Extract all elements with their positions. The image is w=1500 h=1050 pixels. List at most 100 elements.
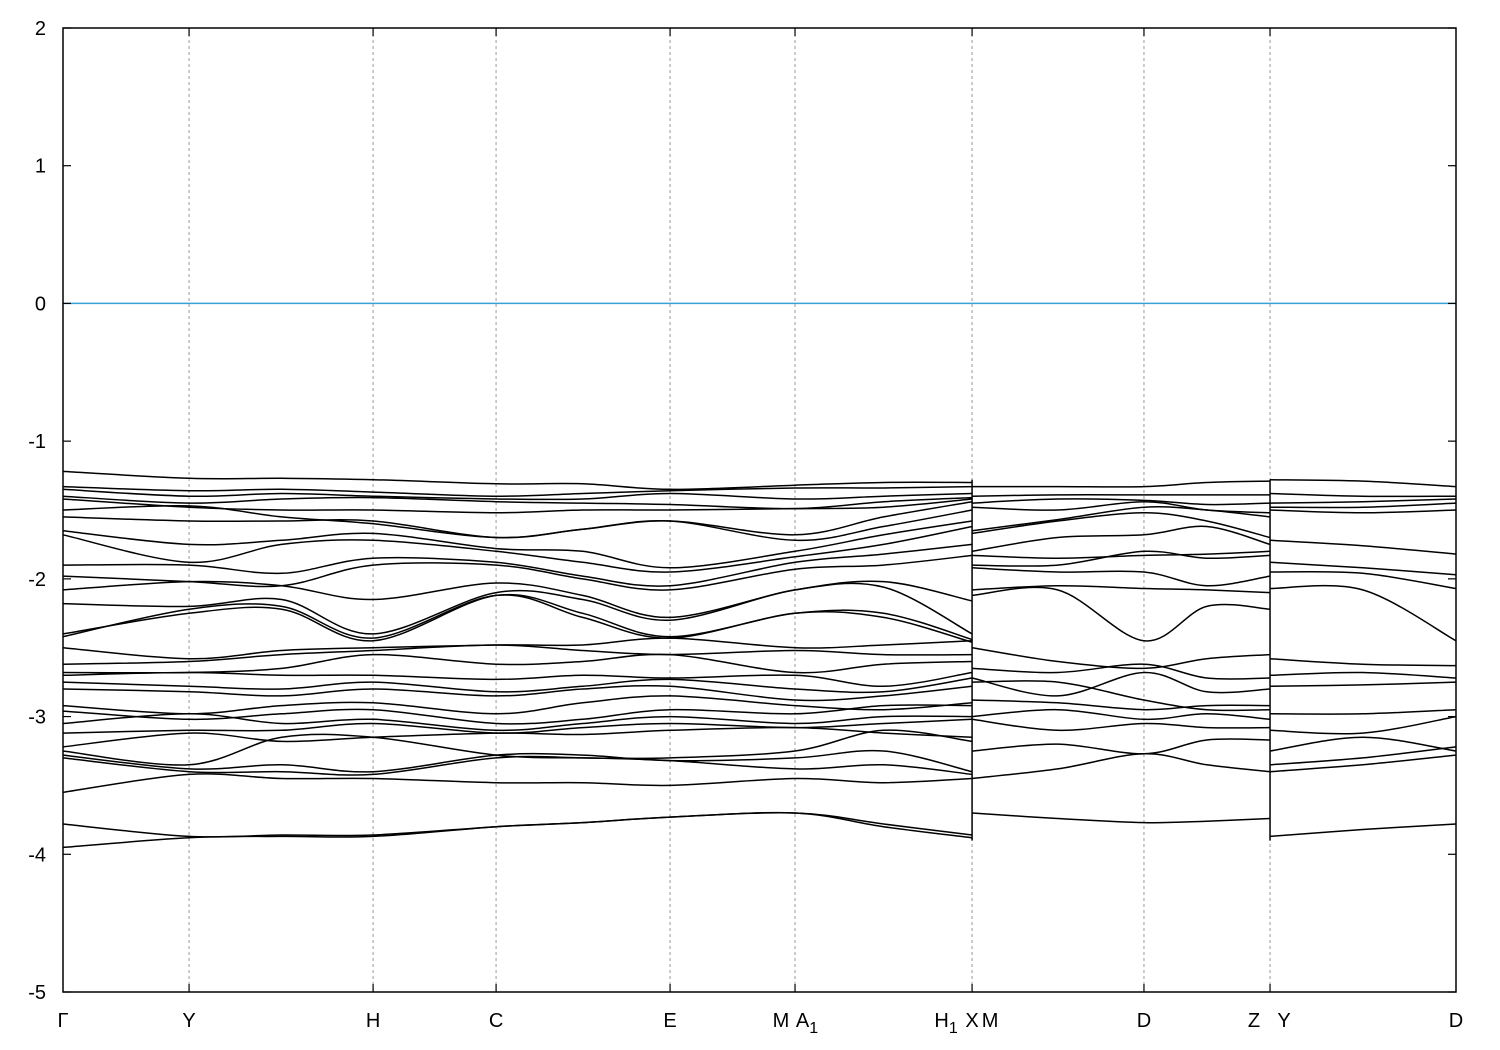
band-line-seg0-12 <box>62 582 973 635</box>
band-line-seg1-20 <box>972 753 1271 780</box>
band-line-seg1-6 <box>971 525 1271 553</box>
band-line-seg0-19 <box>62 677 973 694</box>
band-line-seg2-14 <box>1269 736 1457 752</box>
band-line-seg1-8 <box>972 550 1271 567</box>
band-line-seg0-3 <box>62 495 973 510</box>
band-line-seg2-4 <box>1269 509 1457 514</box>
kpoint-label: X <box>965 1010 978 1032</box>
band-line-seg2-5 <box>1269 539 1457 555</box>
y-tick-label: 1 <box>35 156 46 178</box>
band-line-seg2-13 <box>1269 715 1457 735</box>
x-tick-label: Γ <box>57 1010 68 1032</box>
x-tick-label: H <box>366 1010 380 1032</box>
band-line-seg1-1 <box>972 494 1270 497</box>
x-tick-label: Y <box>1277 1010 1290 1032</box>
x-tick-label: M <box>773 1010 790 1032</box>
kpoint-label: C <box>489 1010 503 1032</box>
band-line-seg0-14 <box>62 594 973 643</box>
bands <box>62 470 1457 849</box>
band-line-seg2-3 <box>1269 502 1457 509</box>
y-tick-label: -2 <box>28 569 46 591</box>
kpoint-label: H <box>934 1010 948 1032</box>
x-tick-label: A1 <box>796 1010 818 1037</box>
band-line-seg1-18 <box>972 718 1271 732</box>
y-axis: -5 -4 -3 -2 -1 0 1 2 <box>28 18 1456 1004</box>
band-line-seg2-8 <box>1269 584 1457 642</box>
kpoint-label: E <box>663 1010 676 1032</box>
band-line-seg1-4 <box>972 505 1271 532</box>
kpoint-label: Z <box>1248 1010 1260 1032</box>
y-tick-label: 0 <box>35 293 46 315</box>
x-tick-label: E <box>663 1010 676 1032</box>
x-tick-label: D <box>1449 1010 1463 1032</box>
band-line-seg0-7 <box>62 520 973 569</box>
kpoint-label: Γ <box>57 1010 68 1032</box>
band-line-seg0-16 <box>62 644 973 665</box>
band-line-seg1-19 <box>972 738 1271 755</box>
band-line-seg0-18 <box>62 671 973 688</box>
kpoint-subscript: 1 <box>809 1020 818 1037</box>
band-line-seg0-22 <box>62 704 973 725</box>
kpoint-label: M <box>773 1010 790 1032</box>
band-line-seg0-17 <box>62 653 973 674</box>
band-line-seg1-21 <box>972 812 1271 824</box>
y-tick-label: -5 <box>28 982 46 1004</box>
band-line-seg0-24 <box>62 718 973 734</box>
kpoint-label: D <box>1137 1010 1151 1032</box>
band-line-seg0-5 <box>62 500 973 539</box>
kpoint-label: A <box>796 1010 810 1032</box>
band-line-seg1-9 <box>972 567 1271 587</box>
x-tick-label: C <box>489 1010 503 1032</box>
band-line-seg2-0 <box>1269 478 1457 488</box>
band-line-seg2-12 <box>1269 708 1457 715</box>
band-line-seg1-16 <box>972 699 1271 711</box>
y-tick-label: -3 <box>28 707 46 729</box>
band-line-seg2-2 <box>1269 498 1457 504</box>
kpoint-label: Y <box>182 1010 195 1032</box>
kpoint-label: Y <box>1277 1010 1290 1032</box>
band-line-seg2-16 <box>1269 754 1457 773</box>
band-line-seg2-10 <box>1269 671 1457 679</box>
x-tick-label: H1 <box>934 1010 957 1037</box>
band-line-seg0-26 <box>62 729 973 766</box>
band-line-seg1-12 <box>971 646 1271 670</box>
y-tick-label: 2 <box>35 18 46 40</box>
y-tick-label: -4 <box>28 844 46 866</box>
band-line-seg0-15 <box>62 637 973 660</box>
band-line-seg1-11 <box>972 586 1271 642</box>
band-line-seg2-1 <box>1269 492 1457 498</box>
x-tick-label: X <box>965 1010 978 1032</box>
band-line-seg0-25 <box>62 726 973 748</box>
band-line-seg0-28 <box>62 755 973 776</box>
band-line-seg0-0 <box>62 470 973 491</box>
band-line-seg0-20 <box>62 684 973 702</box>
kpoint-label: H <box>366 1010 380 1032</box>
band-line-seg1-7 <box>972 550 1271 559</box>
band-line-seg0-2 <box>62 488 973 501</box>
band-line-seg0-27 <box>62 749 973 773</box>
band-line-seg0-31 <box>62 811 973 849</box>
band-line-seg0-1 <box>62 485 973 497</box>
band-line-seg2-7 <box>1269 570 1457 590</box>
kpoint-label: M <box>982 1010 999 1032</box>
x-tick-label: M <box>982 1010 999 1032</box>
band-line-seg0-13 <box>62 593 973 642</box>
band-line-seg0-8 <box>62 525 973 573</box>
band-line-seg2-15 <box>1269 746 1457 766</box>
x-tick-label: D <box>1137 1010 1151 1032</box>
band-line-seg2-6 <box>1269 561 1457 576</box>
band-line-seg1-10 <box>972 584 1271 594</box>
band-line-seg0-21 <box>62 695 973 715</box>
band-line-seg0-23 <box>62 713 973 732</box>
kpoint-label: D <box>1449 1010 1463 1032</box>
y-tick-label: -1 <box>28 431 46 453</box>
band-line-seg1-17 <box>972 708 1271 721</box>
band-line-seg1-14 <box>971 671 1271 697</box>
band-line-seg0-29 <box>62 773 973 794</box>
band-line-seg2-9 <box>1269 657 1457 667</box>
band-line-seg1-13 <box>972 663 1271 680</box>
band-line-seg0-10 <box>62 554 973 591</box>
x-tick-label: Z <box>1248 1010 1260 1032</box>
kpoint-subscript: 1 <box>949 1020 958 1037</box>
